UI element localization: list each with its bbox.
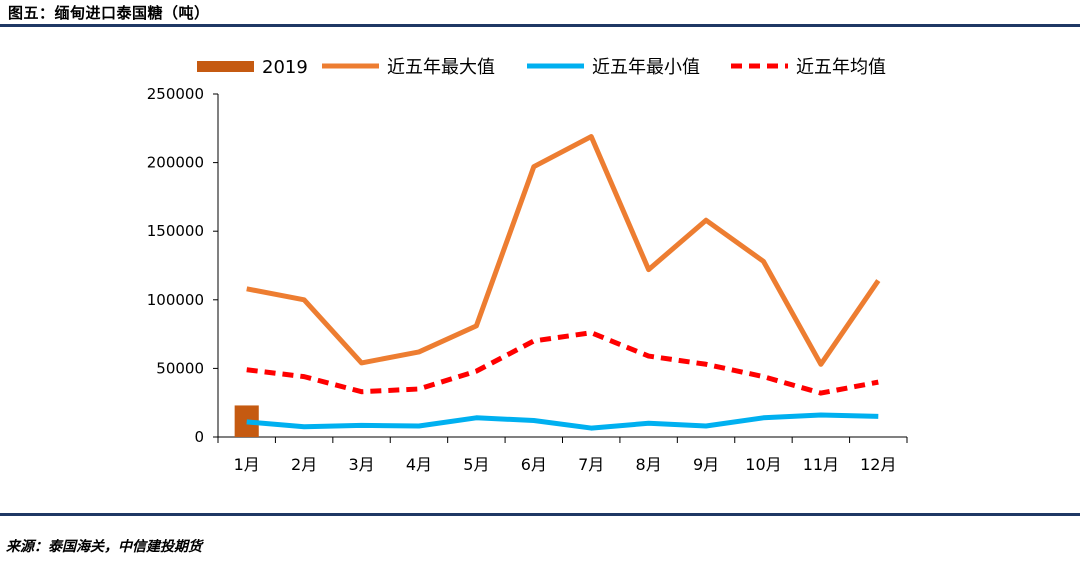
legend-item: 近五年均值 [731,57,886,78]
figure-title: 图五：缅甸进口泰国糖（吨） [8,4,210,22]
plot-area [234,134,881,437]
x-tick-label: 2月 [291,455,317,474]
legend-label: 近五年均值 [796,57,886,78]
legend-item: 近五年最小值 [527,57,700,78]
source-note: 来源：泰国海关，中信建投期货 [6,539,202,555]
legend-item: 近五年最大值 [322,57,495,78]
x-tick-label: 6月 [521,455,547,474]
legend-label: 2019 [262,57,308,78]
y-tick-label: 250000 [147,85,204,103]
x-tick-label: 10月 [745,455,781,474]
series-line-1 [246,134,881,367]
bottom-rule [0,513,1080,516]
y-tick-label: 150000 [147,222,204,240]
x-tick-label: 9月 [693,455,719,474]
x-tick-label: 4月 [406,455,432,474]
x-tick-label: 5月 [463,455,489,474]
legend-label: 近五年最小值 [592,57,700,78]
y-tick-label: 100000 [147,291,204,309]
x-tick-label: 12月 [860,455,896,474]
top-rule [0,24,1080,27]
series-line-3 [246,330,879,396]
x-tick-label: 8月 [636,455,662,474]
y-tick-label: 0 [194,428,204,446]
chart: 2019 近五年最大值 近五年最小值 近五年均值 0 50000 100000 150000… [147,57,908,474]
x-tick-label: 3月 [348,455,374,474]
legend: 2019 近五年最大值 近五年最小值 近五年均值 [197,57,886,78]
x-tick-label: 1月 [234,455,260,474]
legend-label: 近五年最大值 [387,57,495,78]
y-tick-label: 50000 [156,359,204,377]
y-axis: 0 50000 100000 150000 200000 250000 [147,85,219,446]
y-tick-label: 200000 [147,154,204,172]
legend-swatch-bar [197,61,254,72]
x-tick-label: 11月 [803,455,839,474]
x-axis: 1月 2月 3月 4月 5月 6月 7月 8月 9月 10月 11月 12月 [217,436,908,474]
legend-item: 2019 [197,57,308,78]
series-line-2 [246,412,879,431]
x-tick-label: 7月 [578,455,604,474]
